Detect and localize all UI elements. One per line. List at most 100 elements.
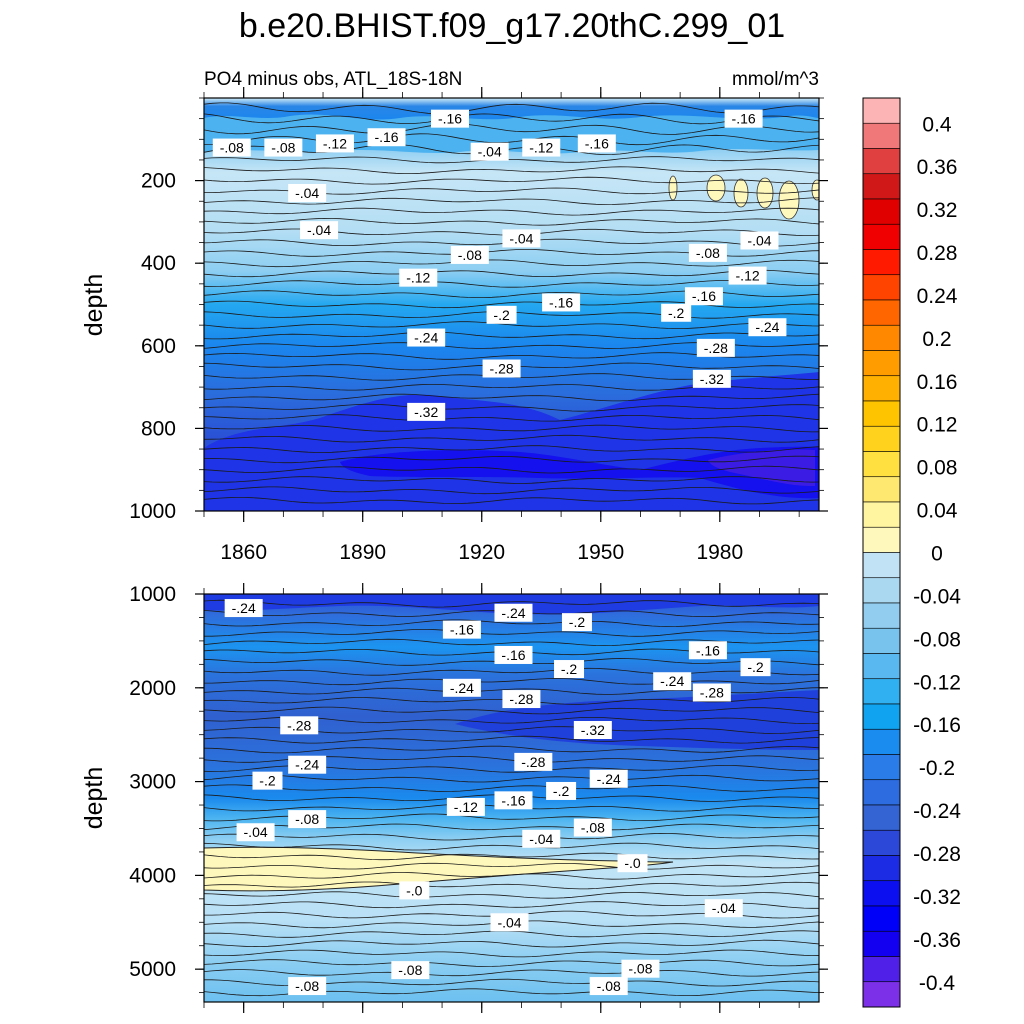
colorbar-box <box>862 855 901 882</box>
contour-label-text: -.24 <box>597 771 621 787</box>
contour-label: -.12 <box>446 797 485 816</box>
contour-line <box>204 735 819 744</box>
contour-line <box>204 259 819 268</box>
contour-label-bg <box>280 716 319 735</box>
contour-label-bg <box>561 613 592 632</box>
contour-label-text: -.28 <box>490 361 514 377</box>
contour-label-bg <box>446 797 485 816</box>
contour-line <box>204 706 819 715</box>
contour-label-text: -.08 <box>271 140 295 156</box>
contour-label-text: -.08 <box>458 247 482 263</box>
colorbar-box <box>862 476 901 503</box>
contour-label-bg <box>300 221 339 240</box>
contour-label: -.08 <box>621 959 660 978</box>
contour-label-text: -.28 <box>521 754 545 770</box>
contour-line <box>204 414 819 422</box>
upper-contour-labels: -.08 -.08 -.12 -.16 -.16 -.04 -.12 -.16 -.16 -.04… <box>212 109 787 421</box>
contour-label-bg <box>554 660 585 679</box>
contour-label: -.08 <box>589 977 628 996</box>
contour-label: -.12 <box>399 268 438 287</box>
colorbar-box <box>862 602 901 629</box>
contour-label: -.16 <box>684 287 723 306</box>
contour-label: -.32 <box>573 721 612 739</box>
contour-label-bg <box>399 881 430 900</box>
contour-label-text: -.04 <box>497 914 521 930</box>
contour-label-text: -.2 <box>561 661 578 677</box>
contour-line <box>204 393 819 402</box>
lower-frame <box>203 593 820 1003</box>
colorbar-label: 0.28 <box>917 242 958 265</box>
y-tick-label: 400 <box>141 252 176 275</box>
contour-line <box>204 949 819 958</box>
colorbar-label: 0.32 <box>917 199 958 222</box>
colorbar-label: 0.16 <box>917 371 958 394</box>
contour-label-bg <box>442 620 481 639</box>
contour-label-text: -.28 <box>287 717 311 733</box>
contour-label: -.32 <box>692 369 731 388</box>
contour-label: -.16 <box>431 109 469 128</box>
contour-label-text: -.04 <box>712 900 736 916</box>
contour-label-text: -.24 <box>232 600 256 616</box>
upper-surface-band <box>204 114 819 154</box>
contour-label-text: -.16 <box>732 111 756 127</box>
lower-x-ticks <box>203 583 800 1013</box>
x-tick-label: 1950 <box>577 541 624 564</box>
contour-label-text: -.2 <box>493 307 510 323</box>
contour-label-bg <box>252 771 283 790</box>
colorbar-box <box>862 703 901 730</box>
contour-label: -.08 <box>212 138 251 157</box>
x-tick-label: 1920 <box>458 541 505 564</box>
contour-line <box>204 143 819 156</box>
contour-label-bg <box>692 683 731 702</box>
colorbar-box <box>862 930 901 957</box>
contour-label: -.2 <box>554 660 585 679</box>
upper-y-ticks: 200 400 600 800 1000 <box>129 97 828 523</box>
contour-label-text: -.08 <box>581 820 605 836</box>
x-tick-label: 1860 <box>220 541 267 564</box>
contour-label-text: -.08 <box>597 978 621 994</box>
contour-label: -.12 <box>315 134 354 153</box>
contour-line <box>204 784 819 792</box>
contour-label-bg <box>399 268 438 287</box>
contour-label-bg <box>573 721 612 739</box>
contour-label: -.2 <box>546 781 577 800</box>
contour-label-bg <box>288 810 327 829</box>
contour-label-bg <box>470 142 509 161</box>
contour-label-bg <box>661 303 692 322</box>
colorbar-label: -0.4 <box>919 972 956 995</box>
chart-title: b.e20.BHIST.f09_g17.20thC.299_01 <box>239 7 785 45</box>
x-tick-label: 1980 <box>696 541 743 564</box>
upper-positive-patches <box>668 174 819 220</box>
colorbar-box <box>862 274 901 301</box>
contour-label-bg <box>740 658 771 677</box>
contour-line <box>204 280 819 288</box>
contour-line <box>204 862 819 870</box>
contour-label: -.12 <box>728 266 767 285</box>
colorbar-label: -0.32 <box>913 886 961 909</box>
contour-line <box>204 102 819 115</box>
contour-label: -.24 <box>288 755 327 774</box>
contour-line <box>204 455 819 464</box>
colorbar <box>862 97 901 1008</box>
contour-label: -.16 <box>577 134 616 153</box>
contour-label-text: -.16 <box>450 622 474 638</box>
contour-label-text: -.16 <box>549 294 573 310</box>
contour-line <box>204 486 819 495</box>
contour-label-text: -.08 <box>295 811 319 827</box>
contour-label-text: -.04 <box>307 222 331 238</box>
contour-label: -.08 <box>288 810 327 829</box>
contour-label-bg <box>431 109 469 128</box>
x-tick-label: 1890 <box>339 541 386 564</box>
contour-label-bg <box>288 755 327 774</box>
colorbar-label: -0.08 <box>913 628 961 651</box>
contour-line <box>204 619 819 628</box>
contour-label-text: -.2 <box>569 614 586 630</box>
contour-line <box>204 269 819 278</box>
contour-label-text: -.16 <box>501 647 525 663</box>
contour-line <box>204 599 819 608</box>
contour-label-bg <box>315 134 354 153</box>
contour-line <box>204 678 819 686</box>
contour-line <box>204 959 819 967</box>
contour-label-bg <box>617 854 648 873</box>
colorbar-label: 0.2 <box>922 328 951 351</box>
